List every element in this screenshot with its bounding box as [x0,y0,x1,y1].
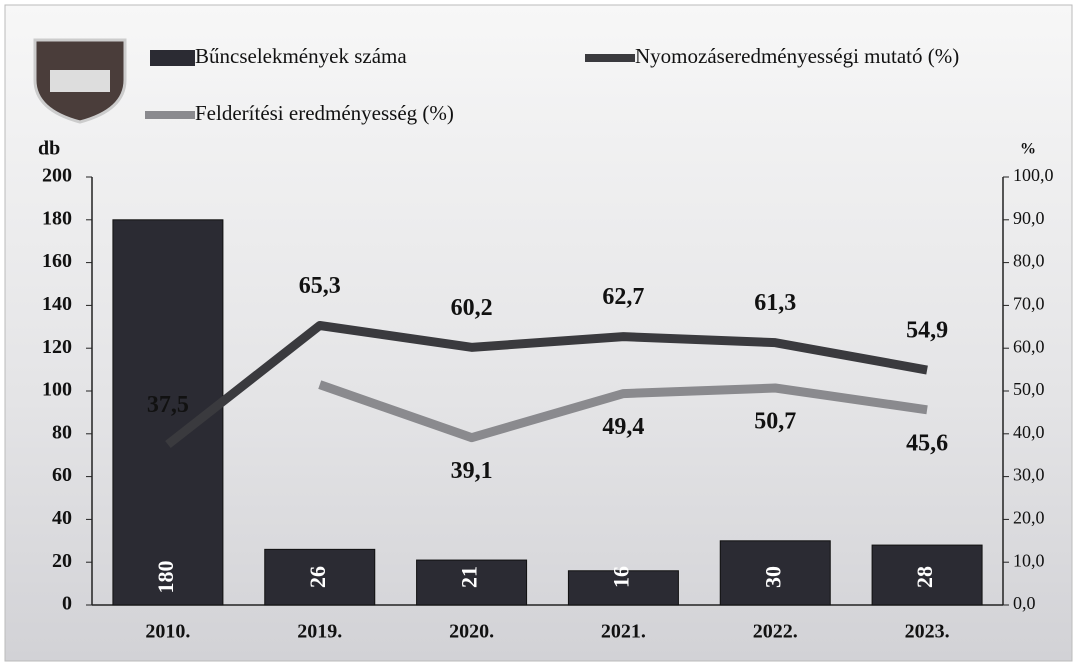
y2-tick-label: 60,0 [1013,336,1045,356]
y-tick-label: 200 [42,165,72,187]
y-tick-label: 160 [42,250,72,272]
y-tick-label: 120 [42,336,72,358]
y-tick-label: 140 [42,293,72,315]
line-value-label: 60,2 [451,295,493,321]
legend-label: Bűncselekmények száma [195,44,407,68]
line-value-label: 62,7 [602,284,644,310]
bar-value-label: 180 [153,561,178,594]
line [165,321,928,449]
y2-tick-label: 0,0 [1013,593,1036,613]
bar [871,544,983,606]
y-tick-label: 180 [42,207,72,229]
y2-tick-label: 50,0 [1013,379,1045,399]
x-tick-label: 2023. [905,621,950,643]
line-value-label: 50,7 [754,409,796,435]
x-tick-label: 2019. [297,621,342,643]
bar [719,540,831,606]
legend-swatch [150,50,195,66]
x-tick-label: 2022. [753,621,798,643]
y2-tick-label: 10,0 [1013,550,1045,570]
bar-value-label: 21 [457,566,482,588]
y2-tick-label: 80,0 [1013,251,1045,271]
y2-tick-label: 40,0 [1013,422,1045,442]
legend-label: Nyomozáseredményességi mutató (%) [635,44,959,68]
line-value-label: 37,5 [147,392,189,418]
bar-value-label: 26 [305,566,330,588]
bar [416,559,528,606]
bar-value-label: 28 [912,566,937,588]
y2-tick-label: 30,0 [1013,465,1045,485]
line-value-label: 54,9 [906,318,948,344]
logo [33,38,127,124]
y2-tick-label: 20,0 [1013,508,1045,528]
legend-label: Felderítési eredményesség (%) [195,101,454,125]
x-tick-label: 2010. [145,621,190,643]
line-value-label: 39,1 [451,458,493,484]
x-tick-label: 2021. [601,621,646,643]
line-value-label: 65,3 [299,273,341,299]
y-axis-label: db [38,138,60,160]
bar-value-label: 30 [760,566,785,588]
bar-value-label: 16 [608,566,633,588]
y-tick-label: 20 [52,550,72,572]
bar [264,548,376,606]
line [318,380,928,443]
y-tick-label: 60 [52,464,72,486]
x-tick-label: 2020. [449,621,494,643]
line-value-label: 45,6 [906,430,948,456]
y-tick-label: 100 [42,379,72,401]
y2-axis-label: % [1020,141,1036,158]
y2-tick-label: 90,0 [1013,208,1045,228]
y-tick-label: 40 [52,507,72,529]
y2-tick-label: 70,0 [1013,294,1045,314]
bar [567,570,679,606]
line-value-label: 49,4 [602,414,644,440]
y2-tick-label: 100,0 [1013,165,1054,185]
y-tick-label: 0 [62,593,72,615]
y-tick-label: 80 [52,421,72,443]
line-value-label: 61,3 [754,290,796,316]
